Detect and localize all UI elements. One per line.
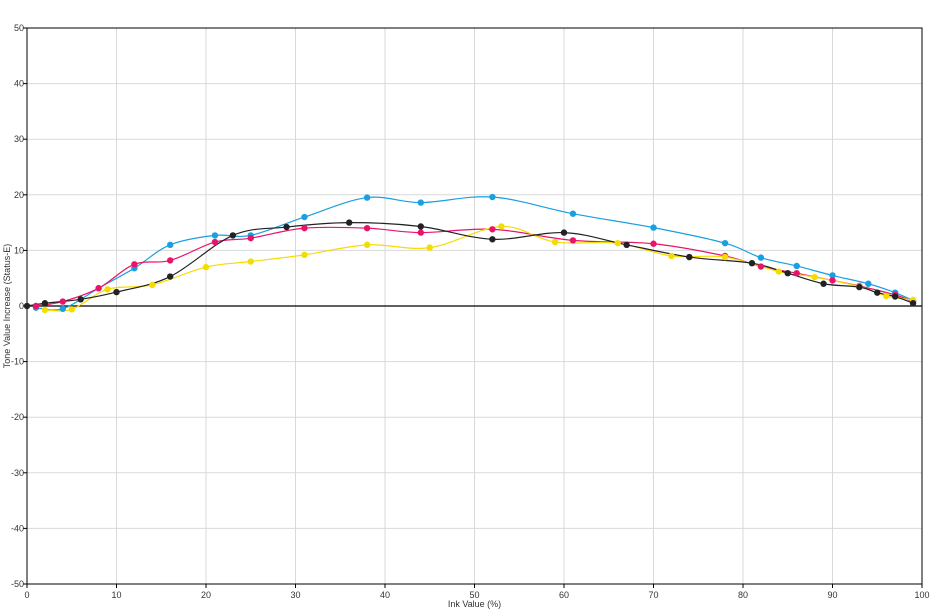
data-point xyxy=(623,241,630,249)
y-tick-label: -20 xyxy=(11,412,24,422)
data-point xyxy=(856,283,863,291)
x-tick-label: 60 xyxy=(559,590,569,600)
data-point xyxy=(417,223,424,230)
data-point xyxy=(757,263,765,270)
x-tick-label: 70 xyxy=(648,590,658,600)
data-point xyxy=(829,272,836,279)
data-point xyxy=(650,240,657,247)
data-point xyxy=(426,244,433,251)
data-point xyxy=(829,277,836,284)
data-point xyxy=(891,293,899,300)
data-point xyxy=(650,224,657,231)
data-point xyxy=(211,238,219,246)
data-point xyxy=(41,300,49,307)
data-point xyxy=(59,305,66,312)
y-tick-label: 50 xyxy=(14,23,24,33)
x-tick-label: 40 xyxy=(380,590,390,600)
data-point xyxy=(757,254,765,261)
data-point xyxy=(301,213,308,221)
data-point xyxy=(41,306,49,314)
data-point xyxy=(247,234,254,242)
x-tick-label: 30 xyxy=(290,590,300,600)
data-point xyxy=(363,241,371,249)
data-point xyxy=(721,253,729,261)
data-point xyxy=(104,286,111,293)
data-point xyxy=(211,232,219,239)
data-point xyxy=(363,224,371,232)
data-point xyxy=(68,306,75,313)
data-point xyxy=(301,251,308,259)
x-tick-label: 90 xyxy=(827,590,837,600)
data-point xyxy=(283,223,290,231)
data-point xyxy=(489,193,496,201)
x-tick-label: 50 xyxy=(469,590,479,600)
data-point xyxy=(489,236,496,243)
data-point xyxy=(865,280,872,287)
data-point xyxy=(748,259,756,267)
data-point xyxy=(229,232,237,239)
data-point xyxy=(417,229,424,236)
data-point xyxy=(167,241,174,249)
data-point xyxy=(301,224,308,232)
data-point xyxy=(820,280,827,287)
y-tick-label: 40 xyxy=(14,79,24,89)
series-line xyxy=(44,225,914,312)
data-point xyxy=(498,223,505,230)
y-axis-title: Tone Value Increase (Status-E) xyxy=(2,244,12,368)
data-point xyxy=(131,261,138,268)
x-tick-label: 20 xyxy=(201,590,211,600)
data-point xyxy=(95,285,102,292)
y-tick-label: 20 xyxy=(14,190,24,200)
y-tick-label: 10 xyxy=(14,245,24,255)
data-point xyxy=(167,257,174,264)
data-point xyxy=(668,252,675,260)
data-point xyxy=(32,302,40,310)
data-point xyxy=(793,262,800,270)
data-point xyxy=(346,219,353,226)
data-point xyxy=(149,281,156,289)
data-point xyxy=(417,199,424,206)
y-tick-label: 30 xyxy=(14,134,24,144)
data-point xyxy=(569,210,577,217)
data-point xyxy=(614,239,621,247)
data-point xyxy=(551,238,559,246)
y-tick-label: -10 xyxy=(11,357,24,367)
data-point xyxy=(23,302,31,310)
data-point xyxy=(247,258,254,265)
data-point xyxy=(721,239,729,247)
data-point xyxy=(811,273,818,281)
data-point xyxy=(874,289,881,296)
y-tick-label: -30 xyxy=(11,468,24,478)
data-point xyxy=(569,237,577,244)
data-point xyxy=(167,273,174,280)
data-point xyxy=(775,268,782,275)
x-tick-label: 100 xyxy=(914,590,929,600)
data-point xyxy=(77,296,84,303)
data-point xyxy=(59,298,66,305)
data-point xyxy=(489,226,496,233)
series-line xyxy=(26,221,914,307)
data-point xyxy=(784,269,791,277)
data-point xyxy=(202,263,210,271)
data-point xyxy=(686,253,693,261)
x-tick-label: 80 xyxy=(738,590,748,600)
data-point xyxy=(883,292,890,300)
x-tick-label: 0 xyxy=(24,590,29,600)
y-tick-label: -40 xyxy=(11,523,24,533)
y-tick-label: -50 xyxy=(11,579,24,589)
x-axis-title: Ink Value (%) xyxy=(448,599,501,609)
y-tick-label: 0 xyxy=(19,301,24,311)
data-point xyxy=(113,288,120,296)
data-point xyxy=(909,300,917,307)
data-point xyxy=(363,194,371,201)
data-point xyxy=(560,229,568,236)
x-tick-label: 10 xyxy=(111,590,121,600)
data-point xyxy=(793,269,800,277)
